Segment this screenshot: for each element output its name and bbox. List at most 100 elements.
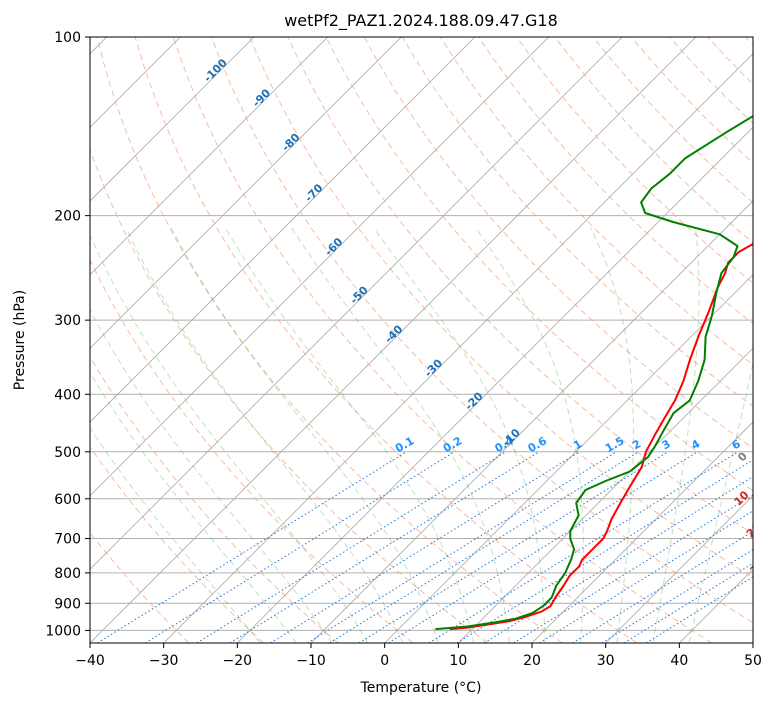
isotherm-label: -40 [382, 322, 405, 345]
dry-adiabat-line [287, 37, 753, 535]
isotherm-line [163, 53, 753, 643]
moist-adiabat-line [652, 228, 700, 643]
isotherm-line [679, 568, 753, 643]
moist-adiabat-line [90, 427, 261, 643]
isotherm-line [605, 495, 753, 643]
x-tick-label: 30 [597, 653, 615, 669]
x-tick-label: 40 [670, 653, 688, 669]
mixing-ratio-line [428, 451, 739, 643]
mixing-ratio-line [572, 530, 753, 643]
dry-adiabat-line [172, 37, 712, 643]
moist-adiabat-label: 10 [732, 488, 752, 508]
mixing-ratio-line [645, 576, 753, 643]
isotherm-line [90, 37, 328, 276]
mixing-ratio-label: 2 [630, 437, 643, 452]
mixing-ratio-line [388, 451, 698, 643]
y-tick-label: 1000 [45, 623, 81, 639]
isotherm-label: -50 [348, 283, 371, 306]
moist-adiabat-line [590, 227, 634, 643]
temperature-trace [450, 242, 753, 631]
mixing-ratio-line [307, 451, 617, 643]
isotherm-line [237, 126, 753, 643]
dry-adiabat-line [90, 355, 339, 643]
moist-adiabat-line [125, 227, 404, 643]
y-axis-label: Pressure (hPa) [12, 290, 28, 390]
moist-adiabat-label: 30 [748, 557, 768, 577]
isotherm-line [458, 347, 753, 643]
y-tick-label: 700 [54, 532, 81, 548]
dry-adiabat-line [90, 445, 264, 643]
mixing-ratio-line [601, 548, 753, 643]
y-tick-label: 900 [54, 596, 81, 612]
isotherm-line [752, 642, 753, 643]
mixing-ratio-line [97, 451, 407, 643]
x-tick-label: −10 [296, 653, 326, 669]
mixing-ratio-line [456, 459, 753, 643]
dry-adiabat-line [90, 148, 488, 643]
mixing-ratio-line [329, 451, 639, 643]
moist-adiabat-line [90, 308, 333, 643]
x-tick-label: −30 [149, 653, 179, 669]
moist-adiabat-line [171, 227, 439, 643]
dry-adiabat-line [707, 37, 753, 85]
y-tick-label: 300 [54, 313, 81, 329]
x-axis-label: Temperature (°C) [360, 680, 482, 696]
moist-adiabat-line [475, 227, 584, 643]
mixing-ratio-line [144, 451, 455, 643]
isotherm-label: -100 [201, 56, 230, 85]
chart-title: wetPf2_PAZ1.2024.188.09.47.G18 [284, 11, 558, 31]
isotherm-line [90, 37, 549, 497]
moist-adiabat-line [225, 227, 475, 643]
x-tick-label: 0 [380, 653, 389, 669]
moist-adiabat-line [373, 227, 546, 643]
x-tick-label: −20 [223, 653, 253, 669]
dry-adiabat-line [554, 37, 753, 244]
y-tick-label: 200 [54, 209, 81, 225]
mixing-ratio-line [270, 451, 580, 643]
dry-adiabat-line [249, 37, 753, 579]
dry-adiabat-line [669, 37, 753, 125]
x-tick-label: −40 [75, 653, 105, 669]
isotherm-label: -20 [462, 389, 485, 412]
isotherm-label: -90 [250, 86, 273, 109]
moist-adiabat-label: 40 [768, 580, 775, 600]
mixing-ratio-line [196, 451, 507, 643]
dry-adiabat-line [592, 37, 753, 204]
x-tick-label: 50 [744, 653, 762, 669]
x-tick-label: 10 [449, 653, 467, 669]
dry-adiabat-line [325, 37, 753, 492]
isotherm-line [90, 37, 476, 423]
y-tick-label: 600 [54, 492, 81, 508]
isotherm-line [384, 274, 753, 643]
y-tick-label: 400 [54, 387, 81, 403]
isotherm-line [531, 421, 753, 643]
mixing-ratio-line [513, 494, 753, 643]
dry-adiabat-line [96, 37, 563, 643]
y-tick-label: 100 [54, 30, 81, 46]
moist-adiabat-line [291, 227, 510, 643]
isotherm-label: -70 [302, 181, 325, 204]
isotherm-label: -30 [422, 356, 445, 379]
isotherm-line [90, 37, 402, 349]
moist-adiabat-line [688, 360, 753, 643]
dry-adiabat-line [745, 37, 753, 46]
isotherm-label: -80 [279, 131, 302, 154]
mixing-ratio-line [623, 562, 753, 643]
mixing-ratio-line [358, 451, 669, 643]
mixing-ratio-line [229, 451, 540, 643]
dry-adiabat-line [90, 531, 190, 643]
dry-adiabat-line [134, 37, 638, 643]
moist-adiabat-line [90, 233, 369, 643]
dry-adiabat-line [439, 37, 753, 366]
mixing-ratio-label: 8 [758, 437, 771, 452]
moist-adiabat-label: 20 [744, 520, 764, 540]
y-tick-label: 800 [54, 566, 81, 582]
y-tick-label: 500 [54, 445, 81, 461]
isotherm-line [90, 37, 255, 202]
dewpoint-trace [435, 114, 753, 631]
mixing-ratio-label: 3 [660, 437, 673, 452]
mixing-ratio-label: 4 [689, 437, 702, 452]
isotherm-line [90, 37, 623, 570]
dry-adiabat-line [516, 37, 753, 284]
